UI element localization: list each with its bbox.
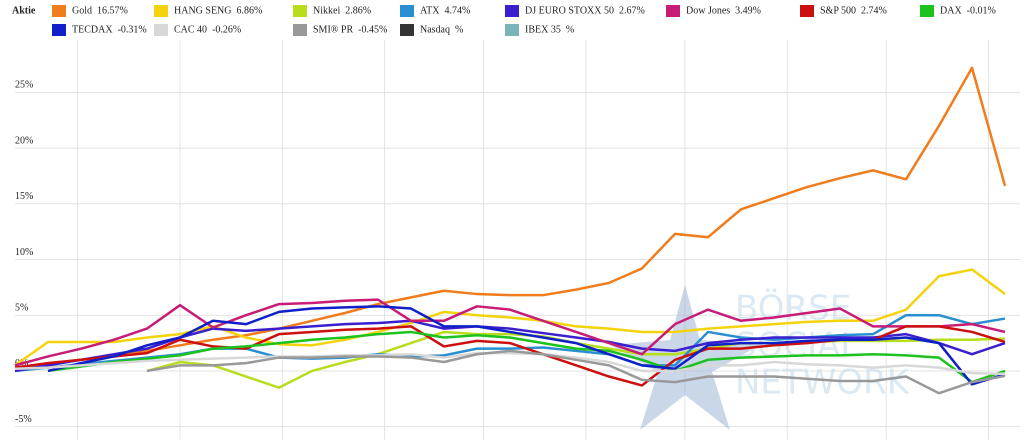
watermark-text: NETWORK xyxy=(735,363,911,403)
legend-title: Aktie xyxy=(12,5,36,16)
y-tick-label: 10% xyxy=(15,247,33,258)
legend-change: -0.45% xyxy=(358,24,387,35)
legend-swatch xyxy=(154,24,168,36)
y-tick-label: -5% xyxy=(15,414,32,425)
series-line xyxy=(47,330,1006,384)
legend-name: DAX xyxy=(940,5,962,16)
legend-change: 6.86% xyxy=(237,5,263,16)
legend-name: IBEX 35 xyxy=(525,24,561,35)
legend-name: CAC 40 xyxy=(174,24,207,35)
legend-name: TECDAX xyxy=(72,24,113,35)
legend-swatch xyxy=(505,24,519,36)
legend-swatch xyxy=(293,24,307,36)
legend-name: Nasdaq xyxy=(420,24,450,35)
legend-swatch xyxy=(800,5,814,17)
legend-name: Dow Jones xyxy=(686,5,730,16)
legend-change: -0.31% xyxy=(118,24,147,35)
legend-change: 3.49% xyxy=(735,5,761,16)
legend-name: DJ EURO STOXX 50 xyxy=(525,5,614,16)
legend-name: Nikkei xyxy=(313,5,340,16)
legend-change: % xyxy=(455,24,463,35)
legend-change: -0.01% xyxy=(967,5,996,16)
legend-name: SMI® PR xyxy=(313,24,353,35)
legend-swatch xyxy=(154,5,168,17)
series-line xyxy=(14,298,1006,367)
watermark-text: SOCIAL xyxy=(735,326,859,366)
y-tick-label: 5% xyxy=(15,303,28,314)
legend-swatch xyxy=(52,5,66,17)
legend-name: ATX xyxy=(420,5,440,16)
series-line xyxy=(14,351,1006,376)
legend-swatch xyxy=(400,5,414,17)
legend-name: HANG SENG xyxy=(174,5,232,16)
legend-swatch xyxy=(505,5,519,17)
y-tick-label: 15% xyxy=(15,191,33,202)
legend-change: 2.67% xyxy=(619,5,645,16)
y-tick-label: 25% xyxy=(15,80,33,91)
y-tick-label: 20% xyxy=(15,135,33,146)
legend-change: 2.74% xyxy=(861,5,887,16)
legend-name: Gold xyxy=(72,5,92,16)
legend-change: 4.74% xyxy=(444,5,470,16)
legend-swatch xyxy=(400,24,414,36)
legend-name: S&P 500 xyxy=(820,5,856,16)
legend-change: -0.26% xyxy=(212,24,241,35)
series-line xyxy=(47,305,1006,386)
legend-change: 16.57% xyxy=(97,5,128,16)
legend-swatch xyxy=(920,5,934,17)
series-line xyxy=(14,66,1007,369)
legend-swatch xyxy=(293,5,307,17)
legend-swatch xyxy=(52,24,66,36)
series-line xyxy=(146,349,1006,395)
legend-change: 2.86% xyxy=(345,5,371,16)
series-line xyxy=(14,268,1006,367)
legend-change: % xyxy=(566,24,574,35)
legend-swatch xyxy=(666,5,680,17)
